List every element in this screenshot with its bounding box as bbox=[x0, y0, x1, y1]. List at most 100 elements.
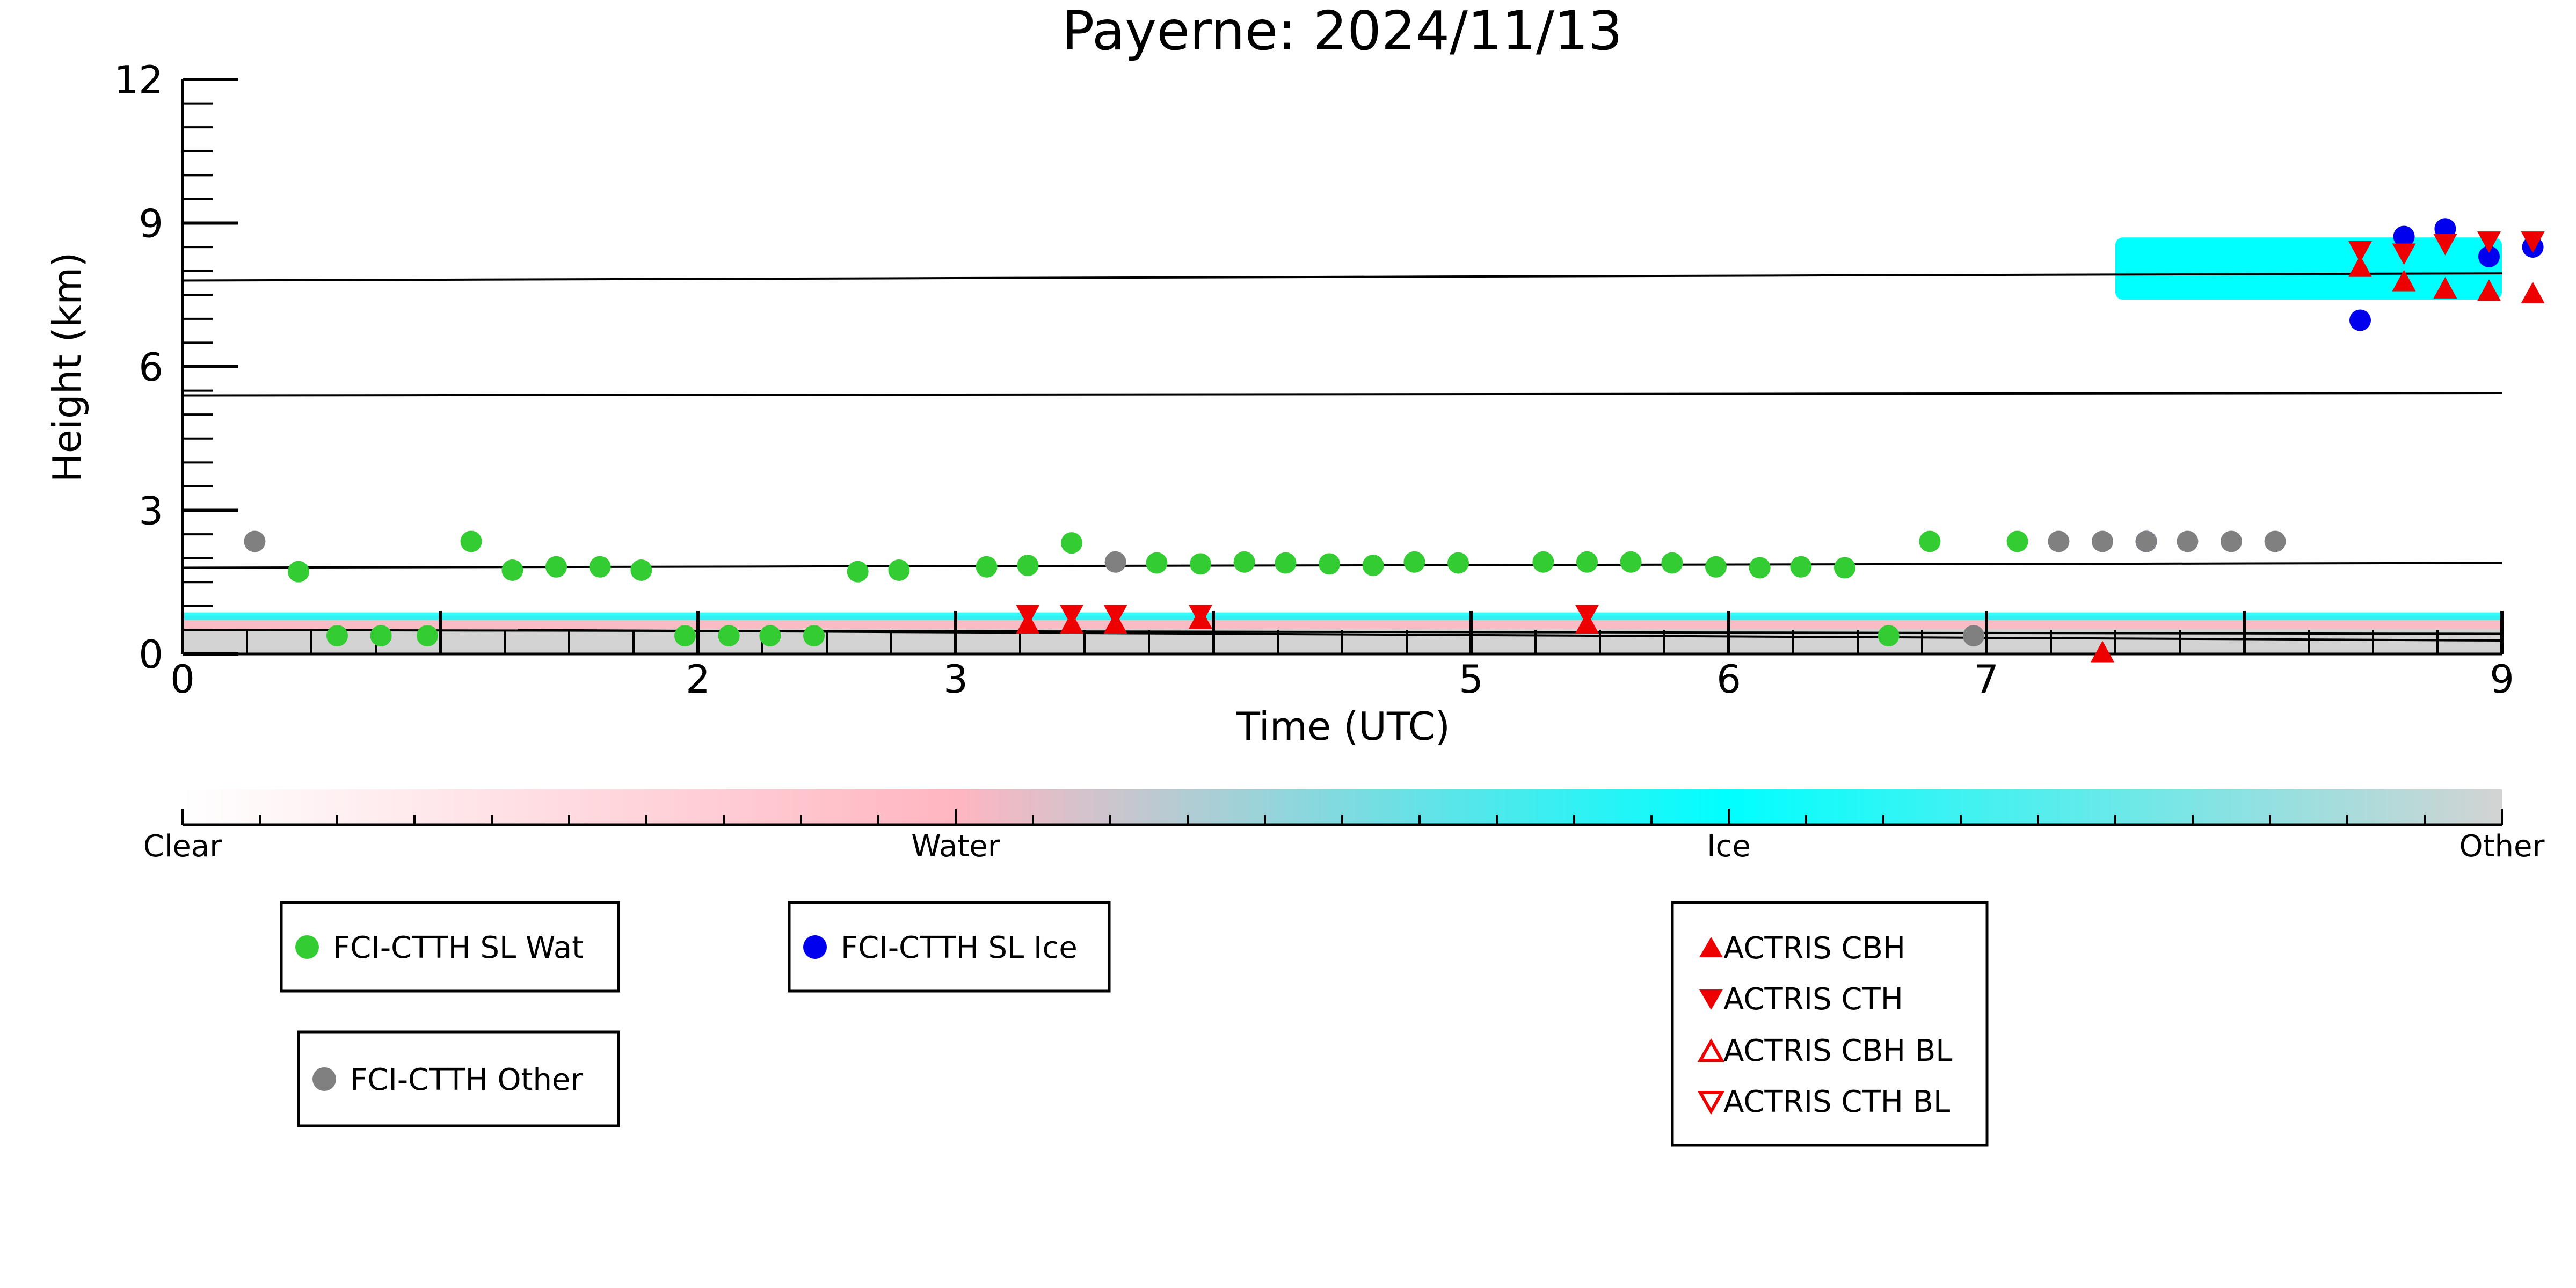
reference-lines bbox=[182, 272, 2502, 642]
point-actris-cth bbox=[2521, 231, 2545, 253]
legend-marker-wat bbox=[295, 935, 319, 959]
point-fci-ctth-sl-wat bbox=[1661, 552, 1683, 574]
point-fci-ctth-sl-wat bbox=[370, 625, 392, 647]
point-fci-ctth-sl-wat bbox=[288, 561, 309, 583]
x-axis-label: Time (UTC) bbox=[1236, 704, 1450, 749]
point-fci-ctth-sl-wat bbox=[1190, 553, 1211, 575]
legend-label-other: FCI-CTTH Other bbox=[350, 1063, 583, 1097]
reference-line bbox=[182, 272, 2502, 282]
point-fci-ctth-sl-wat bbox=[718, 625, 740, 647]
point-fci-ctth-sl-wat bbox=[1620, 551, 1642, 573]
point-fci-ctth-sl-wat bbox=[545, 556, 567, 578]
legend-marker-cth bbox=[1699, 989, 1723, 1010]
point-actris-cbh bbox=[2477, 279, 2501, 301]
mask-low-ice bbox=[183, 612, 2502, 620]
point-fci-ctth-sl-wat bbox=[1749, 557, 1771, 579]
point-fci-ctth-other bbox=[2221, 530, 2242, 552]
x-tick-label: 3 bbox=[943, 657, 968, 702]
y-tick-label: 12 bbox=[114, 57, 163, 103]
point-actris-cth bbox=[2392, 243, 2416, 265]
point-actris-cth bbox=[1103, 605, 1127, 627]
x-tick-label: 5 bbox=[1459, 657, 1483, 702]
reference-line bbox=[182, 392, 2502, 397]
legend-label-wat: FCI-CTTH SL Wat bbox=[333, 930, 584, 965]
point-actris-cth bbox=[1060, 605, 1083, 627]
point-fci-ctth-sl-wat bbox=[1017, 555, 1039, 577]
point-fci-ctth-sl-wat bbox=[976, 556, 998, 578]
point-fci-ctth-sl-wat bbox=[1362, 555, 1384, 577]
y-axis-label: Height (km) bbox=[45, 252, 90, 483]
point-fci-ctth-sl-wat bbox=[759, 625, 781, 647]
point-actris-cbh bbox=[2091, 641, 2114, 663]
legend-label-cth-bl: ACTRIS CTH BL bbox=[1723, 1085, 1950, 1119]
point-fci-ctth-sl-ice bbox=[2349, 309, 2371, 331]
colorbar-label-water: Water bbox=[911, 829, 1001, 864]
point-fci-ctth-other bbox=[2048, 530, 2070, 552]
point-fci-ctth-sl-wat bbox=[1919, 530, 1941, 552]
legend-box bbox=[280, 901, 620, 993]
point-fci-ctth-other bbox=[244, 530, 266, 552]
plot-axes: 0 3 6 9 12 0 2 3 5 6 7 9 bbox=[114, 57, 2514, 702]
colorbar: Clear Water Ice Other bbox=[143, 789, 2545, 864]
colorbar-label-other: Other bbox=[2459, 829, 2545, 864]
point-fci-ctth-sl-wat bbox=[1532, 551, 1554, 573]
y-tick-label: 3 bbox=[139, 489, 163, 534]
point-fci-ctth-other bbox=[2264, 530, 2286, 552]
y-tick-label: 9 bbox=[139, 201, 163, 246]
colorbar-label-ice: Ice bbox=[1707, 829, 1751, 864]
legend-label-cbh-bl: ACTRIS CBH BL bbox=[1723, 1034, 1952, 1068]
point-fci-ctth-other bbox=[1104, 551, 1126, 573]
point-fci-ctth-sl-wat bbox=[1061, 532, 1082, 554]
legend-label-cth: ACTRIS CTH bbox=[1723, 982, 1903, 1017]
point-fci-ctth-sl-wat bbox=[888, 559, 910, 581]
point-fci-ctth-other bbox=[1963, 625, 1984, 647]
legend-wat: FCI-CTTH SL Wat bbox=[280, 901, 620, 993]
point-fci-ctth-sl-wat bbox=[1403, 551, 1425, 573]
point-fci-ctth-sl-wat bbox=[1790, 556, 1812, 578]
point-actris-cbh bbox=[2392, 270, 2416, 292]
point-fci-ctth-sl-wat bbox=[1319, 553, 1340, 575]
chart-title: Payerne: 2024/11/13 bbox=[1062, 0, 1622, 62]
point-actris-cth bbox=[1016, 605, 1040, 627]
x-tick-label: 2 bbox=[686, 657, 710, 702]
point-actris-cbh bbox=[2433, 276, 2457, 299]
point-actris-cth bbox=[2433, 234, 2457, 256]
point-fci-ctth-sl-ice bbox=[2478, 245, 2500, 267]
legend-marker-cbh-bl bbox=[1697, 1038, 1725, 1062]
point-fci-ctth-sl-wat bbox=[2006, 530, 2028, 552]
point-fci-ctth-sl-wat bbox=[1233, 551, 1255, 573]
colorbar-ticks bbox=[181, 809, 2503, 825]
x-tick-label: 6 bbox=[1716, 657, 1741, 702]
point-fci-ctth-sl-wat bbox=[589, 556, 611, 578]
point-fci-ctth-other bbox=[2135, 530, 2157, 552]
legend-ice: FCI-CTTH SL Ice bbox=[788, 901, 1111, 993]
legend-label-ice: FCI-CTTH SL Ice bbox=[841, 930, 1078, 965]
point-fci-ctth-sl-wat bbox=[630, 559, 652, 581]
legend-box bbox=[788, 901, 1111, 993]
legend-box bbox=[1671, 901, 1989, 1147]
legend-marker-other bbox=[312, 1067, 336, 1091]
point-fci-ctth-sl-wat bbox=[803, 625, 825, 647]
point-actris-cth bbox=[2477, 231, 2501, 253]
point-fci-ctth-sl-wat bbox=[1878, 625, 1900, 647]
point-fci-ctth-sl-wat bbox=[674, 625, 696, 647]
point-fci-ctth-other bbox=[2092, 530, 2113, 552]
point-actris-cth bbox=[1575, 605, 1599, 627]
colorbar-label-clear: Clear bbox=[143, 829, 222, 864]
background-mask bbox=[183, 237, 2502, 654]
point-fci-ctth-sl-wat bbox=[1146, 552, 1168, 574]
point-actris-cth bbox=[1189, 605, 1212, 627]
point-fci-ctth-sl-wat bbox=[1447, 552, 1469, 574]
x-tick-label: 0 bbox=[170, 657, 195, 702]
point-fci-ctth-other bbox=[2177, 530, 2199, 552]
point-actris-cbh bbox=[2521, 281, 2545, 303]
point-fci-ctth-sl-wat bbox=[1705, 556, 1727, 578]
point-actris-cbh bbox=[2348, 255, 2372, 277]
y-tick-label: 6 bbox=[139, 345, 163, 390]
legend-label-cbh: ACTRIS CBH bbox=[1723, 931, 1905, 966]
x-tick-label: 7 bbox=[1974, 657, 1999, 702]
legend-marker-ice bbox=[803, 935, 827, 959]
legend-marker-cth-bl bbox=[1697, 1091, 1725, 1115]
point-fci-ctth-sl-wat bbox=[1834, 557, 1855, 579]
